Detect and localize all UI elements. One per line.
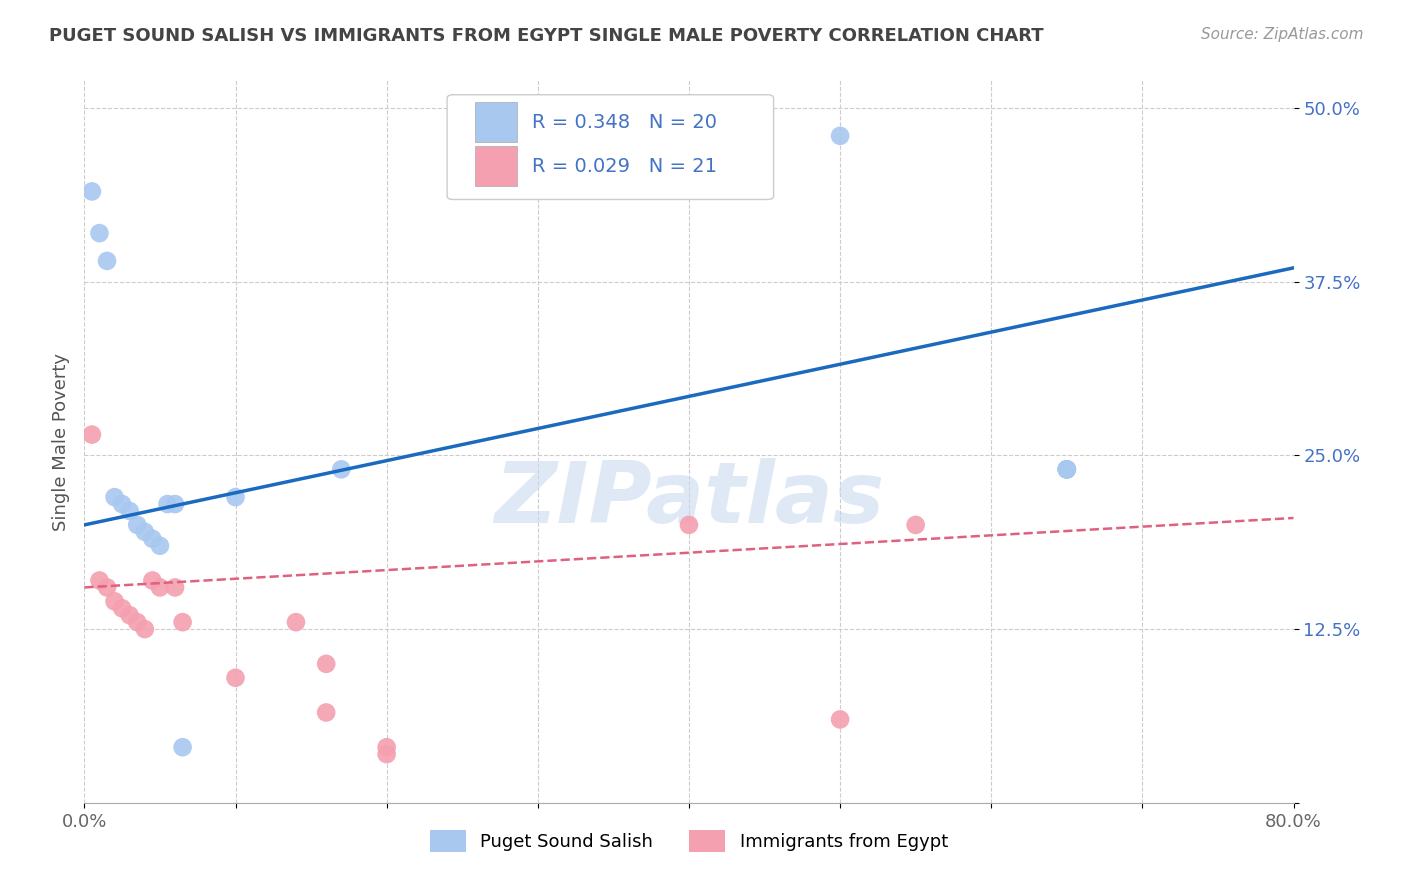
- Point: [118, 504, 141, 518]
- Point: [89, 574, 111, 588]
- Point: [96, 253, 118, 268]
- Point: [111, 497, 134, 511]
- Point: [134, 524, 156, 539]
- Point: [1056, 462, 1078, 476]
- Point: [830, 128, 852, 143]
- Text: R = 0.348   N = 20: R = 0.348 N = 20: [531, 113, 717, 132]
- Legend: Puget Sound Salish, Immigrants from Egypt: Puget Sound Salish, Immigrants from Egyp…: [423, 822, 955, 859]
- Point: [141, 574, 163, 588]
- Point: [1056, 462, 1078, 476]
- Point: [165, 581, 187, 595]
- Point: [96, 581, 118, 595]
- Point: [127, 517, 149, 532]
- Point: [315, 706, 337, 720]
- Point: [315, 657, 337, 671]
- Text: PUGET SOUND SALISH VS IMMIGRANTS FROM EGYPT SINGLE MALE POVERTY CORRELATION CHAR: PUGET SOUND SALISH VS IMMIGRANTS FROM EG…: [49, 27, 1043, 45]
- Point: [172, 615, 194, 630]
- FancyBboxPatch shape: [475, 146, 517, 186]
- Point: [127, 615, 149, 630]
- Point: [1056, 462, 1078, 476]
- Point: [330, 462, 353, 476]
- Point: [375, 747, 398, 761]
- Point: [149, 581, 172, 595]
- Point: [80, 427, 103, 442]
- Point: [104, 490, 127, 504]
- Point: [141, 532, 163, 546]
- Text: R = 0.029   N = 21: R = 0.029 N = 21: [531, 157, 717, 176]
- Text: Source: ZipAtlas.com: Source: ZipAtlas.com: [1201, 27, 1364, 42]
- Point: [156, 497, 179, 511]
- Point: [111, 601, 134, 615]
- Point: [134, 622, 156, 636]
- Point: [830, 713, 852, 727]
- Point: [375, 740, 398, 755]
- Point: [172, 740, 194, 755]
- Point: [225, 671, 247, 685]
- Point: [1056, 462, 1078, 476]
- Point: [89, 226, 111, 240]
- Point: [118, 608, 141, 623]
- Text: ZIPatlas: ZIPatlas: [494, 458, 884, 541]
- FancyBboxPatch shape: [447, 95, 773, 200]
- Point: [678, 517, 700, 532]
- Point: [904, 517, 927, 532]
- Point: [165, 497, 187, 511]
- Point: [285, 615, 308, 630]
- Point: [104, 594, 127, 608]
- Point: [149, 539, 172, 553]
- FancyBboxPatch shape: [475, 103, 517, 142]
- Point: [225, 490, 247, 504]
- Point: [80, 185, 103, 199]
- Y-axis label: Single Male Poverty: Single Male Poverty: [52, 352, 70, 531]
